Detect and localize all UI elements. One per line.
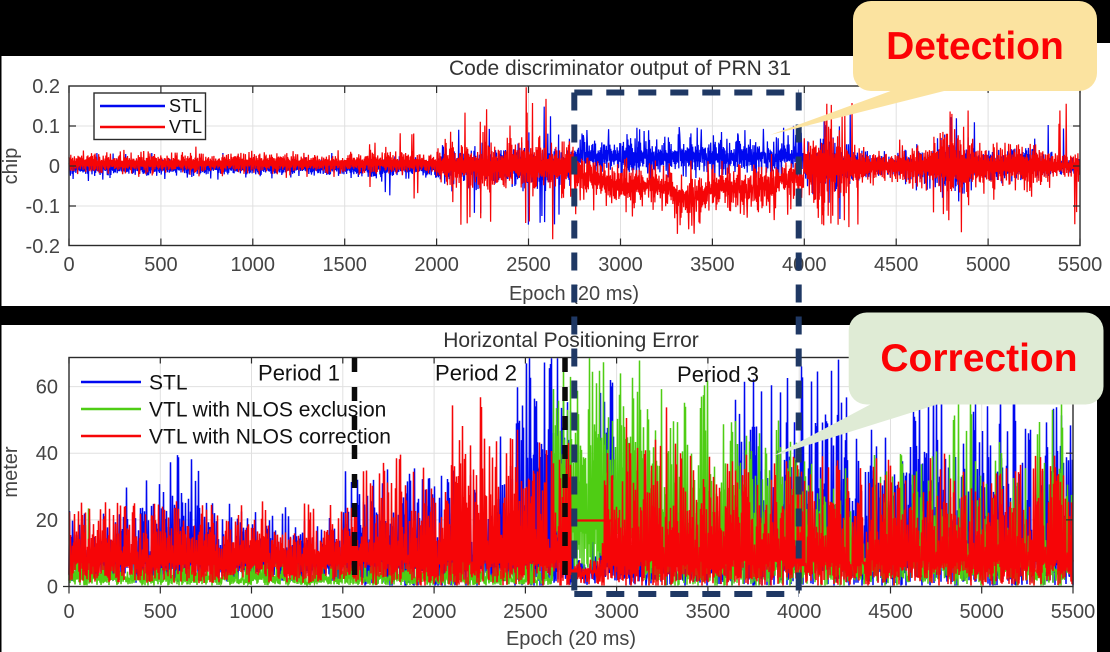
svg-text:0.1: 0.1 <box>32 116 60 138</box>
svg-text:0: 0 <box>49 156 60 178</box>
svg-text:2500: 2500 <box>506 254 551 276</box>
svg-text:meter: meter <box>0 446 22 497</box>
svg-text:3000: 3000 <box>598 254 643 276</box>
svg-text:0: 0 <box>47 577 58 599</box>
svg-text:500: 500 <box>144 601 177 623</box>
svg-text:1000: 1000 <box>231 254 276 276</box>
svg-text:4000: 4000 <box>777 601 822 623</box>
svg-text:Period 3: Period 3 <box>677 362 759 387</box>
svg-text:Correction: Correction <box>880 337 1077 380</box>
svg-text:0.2: 0.2 <box>32 76 60 98</box>
svg-text:20: 20 <box>36 510 58 532</box>
svg-text:1000: 1000 <box>229 601 274 623</box>
svg-text:2000: 2000 <box>414 254 459 276</box>
svg-text:Detection: Detection <box>886 25 1064 68</box>
svg-text:Period 1: Period 1 <box>258 361 340 386</box>
svg-text:STL: STL <box>149 372 188 395</box>
svg-text:Epoch (20 ms): Epoch (20 ms) <box>506 628 636 650</box>
svg-text:5500: 5500 <box>1058 254 1103 276</box>
svg-text:500: 500 <box>144 254 177 276</box>
svg-text:2000: 2000 <box>412 601 457 623</box>
svg-text:5500: 5500 <box>1051 601 1096 623</box>
svg-text:VTL with NLOS correction: VTL with NLOS correction <box>149 426 391 449</box>
svg-text:4500: 4500 <box>868 601 913 623</box>
svg-text:-0.2: -0.2 <box>26 236 60 258</box>
svg-text:Period 2: Period 2 <box>435 361 517 386</box>
svg-text:STL: STL <box>169 96 202 116</box>
svg-text:VTL: VTL <box>169 117 202 137</box>
svg-text:chip: chip <box>0 148 22 185</box>
svg-text:3500: 3500 <box>686 601 731 623</box>
svg-text:-0.1: -0.1 <box>26 196 60 218</box>
svg-text:4500: 4500 <box>874 254 919 276</box>
svg-text:Horizontal Positioning Error: Horizontal Positioning Error <box>443 329 699 352</box>
svg-text:3000: 3000 <box>594 601 639 623</box>
svg-text:0: 0 <box>63 254 74 276</box>
svg-text:5000: 5000 <box>966 254 1011 276</box>
svg-text:1500: 1500 <box>321 601 366 623</box>
svg-text:4000: 4000 <box>782 254 827 276</box>
svg-text:Code discriminator output of P: Code discriminator output of PRN 31 <box>449 57 791 80</box>
svg-text:2500: 2500 <box>503 601 548 623</box>
svg-text:VTL with NLOS exclusion: VTL with NLOS exclusion <box>149 399 386 422</box>
svg-text:0: 0 <box>63 601 74 623</box>
svg-text:1500: 1500 <box>322 254 367 276</box>
svg-text:5000: 5000 <box>959 601 1004 623</box>
svg-text:3500: 3500 <box>690 254 735 276</box>
svg-text:40: 40 <box>36 443 58 465</box>
svg-text:60: 60 <box>36 377 58 399</box>
